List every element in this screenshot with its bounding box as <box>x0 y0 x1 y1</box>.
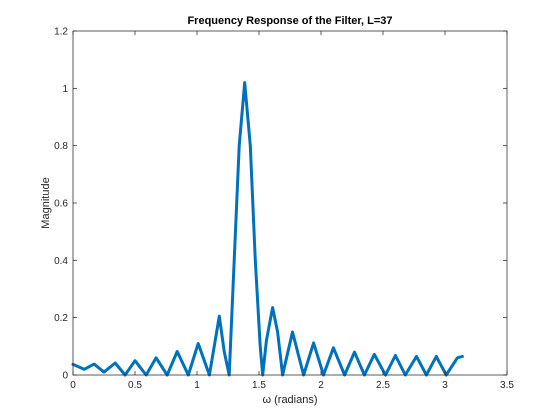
x-tick-label: 2.5 <box>376 380 390 391</box>
x-tick-label: 2 <box>318 380 324 391</box>
x-tick-label: 0 <box>70 380 76 391</box>
x-tick-label: 3.5 <box>500 380 514 391</box>
series-line <box>71 81 464 377</box>
y-axis-label: Magnitude <box>40 177 52 228</box>
x-axis: 0 0.5 1 1.5 2 2.5 3 3.5 <box>70 31 514 391</box>
y-tick-label: 0.6 <box>54 199 68 210</box>
y-tick-label: 1.2 <box>54 27 68 38</box>
x-tick-label: 3 <box>442 380 448 391</box>
y-tick-label: 0 <box>62 371 68 382</box>
x-tick-label: 1 <box>194 380 200 391</box>
y-tick-label: 0.2 <box>54 313 68 324</box>
data-layer <box>71 81 464 377</box>
x-axis-label: ω (radians) <box>262 394 317 406</box>
y-tick-label: 0.4 <box>54 256 68 267</box>
x-tick-label: 0.5 <box>128 380 142 391</box>
x-tick-label: 1.5 <box>252 380 266 391</box>
y-tick-label: 0.8 <box>54 141 68 152</box>
plot-area <box>73 31 507 375</box>
chart-title: Frequency Response of the Filter, L=37 <box>187 15 392 27</box>
y-tick-label: 1 <box>62 84 68 95</box>
y-axis: 0 0.2 0.4 0.6 0.8 1 1.2 <box>54 27 507 382</box>
